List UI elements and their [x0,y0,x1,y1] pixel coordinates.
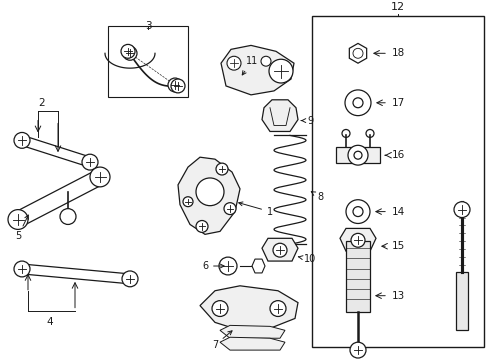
Text: 15: 15 [392,241,405,251]
Circle shape [90,167,110,187]
Text: 8: 8 [311,192,323,202]
Polygon shape [220,337,285,350]
Bar [336,147,380,163]
Text: 12: 12 [391,2,405,12]
Circle shape [224,203,236,215]
Circle shape [196,178,224,206]
Text: 17: 17 [392,98,405,108]
Circle shape [454,202,470,217]
Polygon shape [220,325,285,338]
Text: 1: 1 [239,202,273,217]
Circle shape [171,79,185,93]
Text: 2: 2 [39,98,45,108]
Circle shape [354,151,362,159]
Circle shape [366,130,374,138]
Circle shape [351,233,365,247]
Circle shape [121,44,135,58]
Circle shape [350,342,366,358]
Polygon shape [262,100,298,131]
Circle shape [353,98,363,108]
Text: 4: 4 [47,318,53,327]
Circle shape [8,210,28,229]
Circle shape [168,78,182,92]
Circle shape [216,163,228,175]
Circle shape [122,271,138,287]
Text: 10: 10 [298,254,316,264]
Text: 18: 18 [392,48,405,58]
Circle shape [353,207,363,217]
Circle shape [196,221,208,232]
Circle shape [14,261,30,277]
Text: 11: 11 [242,56,258,75]
Circle shape [227,56,241,70]
Circle shape [123,46,137,60]
Circle shape [270,301,286,316]
Text: 7: 7 [212,331,232,350]
Polygon shape [221,45,294,95]
Polygon shape [178,157,240,234]
Circle shape [183,197,193,207]
Circle shape [273,243,287,257]
Circle shape [212,301,228,316]
Polygon shape [22,264,130,284]
Bar [456,273,468,330]
Polygon shape [14,170,104,226]
Polygon shape [252,259,265,273]
Circle shape [353,48,363,58]
Circle shape [219,257,237,275]
Circle shape [14,132,30,148]
Text: 3: 3 [145,21,151,31]
Polygon shape [200,286,298,330]
Bar [108,26,188,97]
Bar [312,16,484,347]
Text: 5: 5 [15,215,28,241]
Circle shape [348,145,368,165]
Circle shape [342,130,350,138]
Text: 13: 13 [392,291,405,301]
Polygon shape [21,136,92,167]
Circle shape [60,209,76,225]
Text: 14: 14 [392,207,405,217]
Circle shape [345,90,371,116]
Polygon shape [340,228,376,251]
Text: 9: 9 [301,116,313,126]
Circle shape [269,59,293,83]
Polygon shape [262,238,298,261]
Polygon shape [349,44,367,63]
Text: 16: 16 [392,150,405,160]
Bar [346,241,370,312]
Text: 6: 6 [202,261,224,271]
Circle shape [346,200,370,224]
Circle shape [261,56,271,66]
Circle shape [82,154,98,170]
